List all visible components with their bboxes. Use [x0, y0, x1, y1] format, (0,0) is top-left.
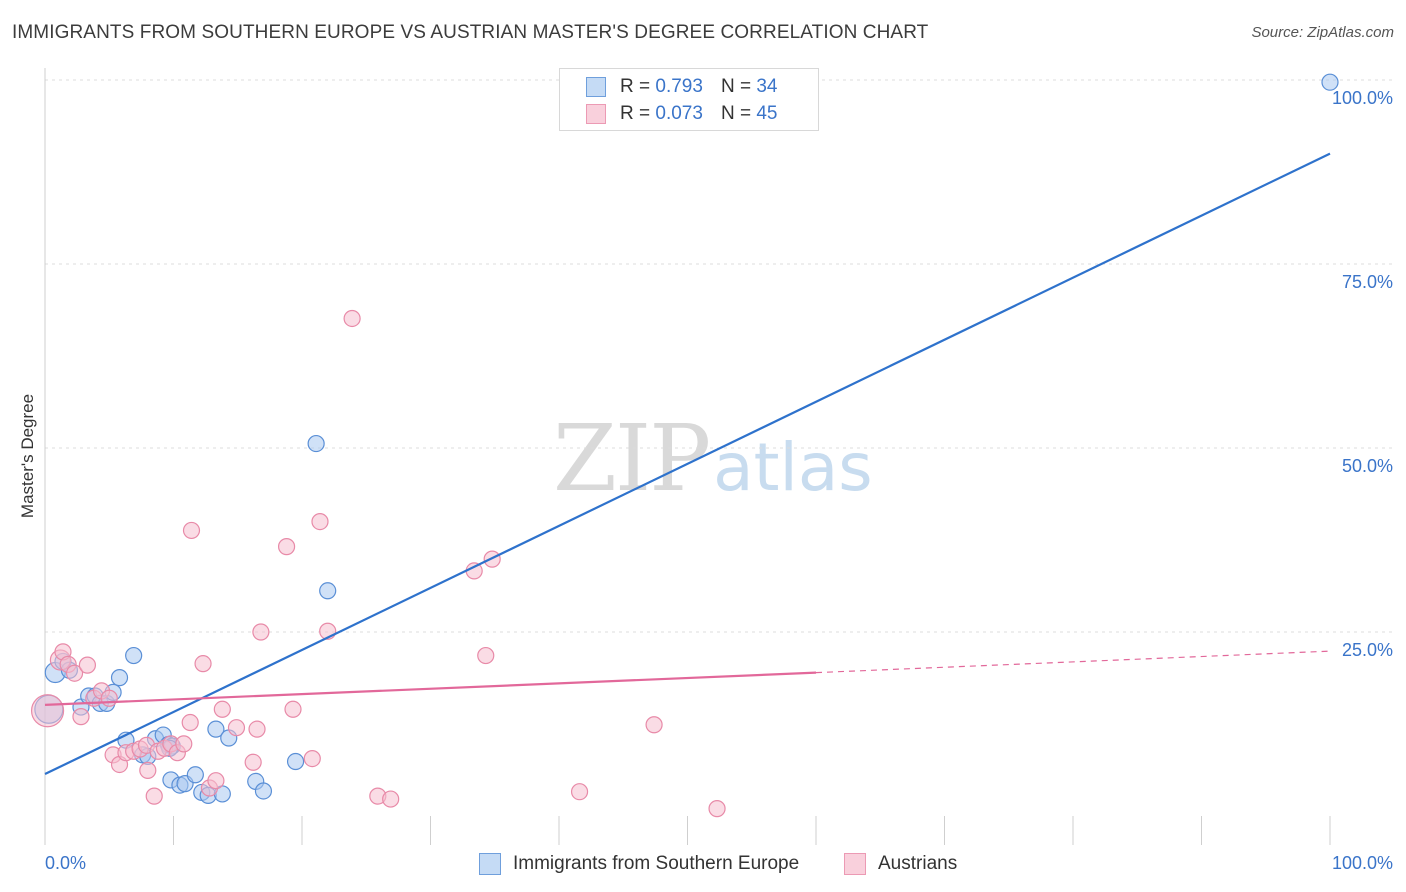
correlation-legend: R = 0.793 N = 34 R = 0.073 N = 45 [559, 68, 819, 131]
trend-line-austrians-projection [815, 650, 1331, 674]
point-austrians [181, 713, 199, 732]
trend-line-immigrants [44, 152, 1331, 776]
point-austrians [72, 708, 90, 726]
point-austrians [311, 512, 329, 531]
legend-swatch-pink [586, 104, 606, 124]
trend-line-austrians [44, 671, 817, 706]
point-austrians [194, 655, 212, 673]
grid-layer [45, 79, 1394, 633]
point-immigrants [1321, 73, 1339, 91]
bottom-legend-immigrants: Immigrants from Southern Europe [479, 850, 799, 878]
point-immigrants [307, 434, 325, 453]
point-immigrants [286, 752, 305, 771]
legend-row-austrians: R = 0.073 N = 45 [586, 101, 777, 127]
legend-n-label: N = [720, 76, 752, 97]
point-austrians [708, 800, 726, 818]
legend-n-label: N = [720, 103, 752, 124]
point-austrians [182, 521, 201, 540]
y-tick-label: 75.0% [1342, 272, 1393, 292]
watermark: ZIPatlas [553, 405, 873, 512]
point-austrians [78, 656, 97, 674]
point-austrians [248, 720, 266, 738]
legend-swatch-blue [586, 77, 606, 97]
point-austrians [303, 749, 321, 768]
point-austrians [145, 787, 163, 805]
point-austrians [227, 719, 246, 737]
watermark-atlas: atlas [713, 429, 873, 506]
point-austrians [252, 623, 270, 641]
point-austrians [100, 689, 118, 707]
point-austrians [477, 646, 495, 665]
source-credit: Source: ZipAtlas.com [1251, 24, 1394, 41]
point-austrians [175, 735, 193, 753]
watermark-zip: ZIP [553, 405, 711, 512]
bottom-legend-swatch-pink [844, 853, 866, 875]
legend-r-value: 0.073 [655, 103, 703, 124]
point-immigrants [125, 646, 143, 665]
y-axis-label: Master's Degree [18, 393, 37, 519]
point-austrians [570, 783, 589, 801]
legend-n-value: 45 [756, 103, 778, 124]
y-tick-label: 25.0% [1342, 640, 1393, 660]
point-austrians [284, 700, 302, 718]
chart-title: IMMIGRANTS FROM SOUTHERN EUROPE VS AUSTR… [12, 22, 929, 43]
x-tick-label-min: 0.0% [45, 853, 86, 873]
points-layer [30, 73, 1339, 818]
y-tick-label: 50.0% [1342, 456, 1393, 476]
x-tick-label-max: 100.0% [1332, 853, 1393, 873]
legend-r-label: R = [620, 103, 651, 124]
bottom-legend-austrians: Austrians [844, 850, 957, 878]
point-austrians [382, 790, 400, 808]
point-austrians [207, 772, 225, 790]
point-immigrants [110, 669, 129, 687]
point-immigrants [207, 720, 225, 738]
bottom-legend-swatch-blue [479, 853, 501, 875]
point-austrians [343, 309, 361, 328]
tick-label-layer: 25.0% 50.0% 75.0% 100.0% 0.0% 100.0% [45, 88, 1393, 873]
point-austrians [645, 716, 663, 734]
point-austrians [30, 694, 65, 728]
bottom-legend-label: Austrians [878, 853, 958, 874]
legend-r-value: 0.793 [655, 76, 703, 97]
legend-r-label: R = [620, 76, 651, 97]
point-immigrants [186, 766, 204, 784]
point-immigrants [254, 782, 273, 800]
point-austrians [139, 761, 157, 779]
bottom-legend-label: Immigrants from Southern Europe [513, 853, 800, 874]
point-austrians [65, 664, 84, 682]
point-austrians [277, 538, 296, 556]
point-immigrants [319, 582, 337, 600]
legend-n-value: 34 [756, 76, 778, 97]
y-tick-label: 100.0% [1332, 88, 1393, 108]
point-austrians [213, 700, 231, 718]
point-austrians [244, 753, 262, 771]
legend-row-immigrants: R = 0.793 N = 34 [586, 74, 777, 100]
trend-layer [44, 152, 1331, 776]
